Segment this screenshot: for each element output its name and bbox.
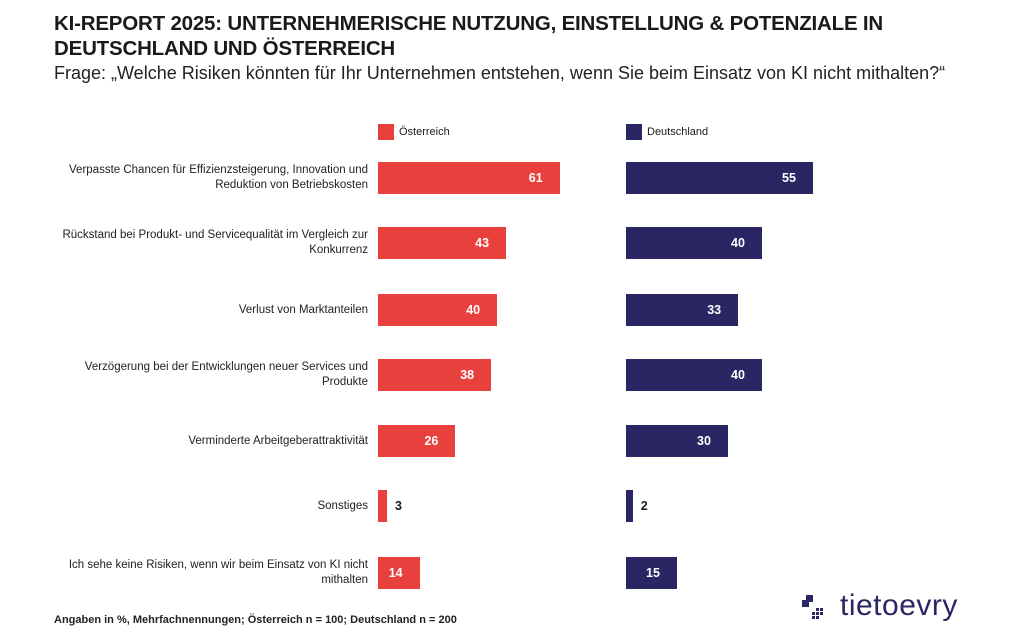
data-label: 43 bbox=[475, 236, 490, 250]
data-label: 15 bbox=[646, 566, 660, 580]
bar-oesterreich bbox=[378, 294, 498, 326]
bar-oesterreich bbox=[378, 425, 456, 457]
data-label: 26 bbox=[424, 434, 439, 448]
legend-oesterreich: Österreich bbox=[378, 124, 450, 140]
data-label: 55 bbox=[782, 171, 796, 185]
bar-deutschland bbox=[626, 557, 677, 589]
legend-label: Österreich bbox=[399, 126, 450, 138]
tietoevry-logo: tietoevry bbox=[802, 591, 958, 621]
category-label: Sonstiges bbox=[317, 499, 368, 512]
category-label: Verlust von Marktanteilen bbox=[238, 303, 368, 316]
data-label: 40 bbox=[731, 368, 745, 382]
category-label: Verpasste Chancen für Effizienzsteigerun… bbox=[69, 164, 368, 191]
bar-deutschland bbox=[626, 294, 739, 326]
data-label: 2 bbox=[640, 499, 648, 513]
bar-oesterreich bbox=[378, 359, 492, 391]
bar-oesterreich bbox=[378, 490, 387, 522]
bar-deutschland bbox=[626, 425, 728, 457]
data-label: 33 bbox=[707, 303, 722, 317]
bar-deutschland bbox=[626, 359, 762, 391]
footnote: Angaben in %, Mehrfachnennungen; Österre… bbox=[54, 614, 457, 626]
bar-deutschland bbox=[626, 227, 762, 259]
chart-subtitle: Frage: „Welche Risiken könnten für Ihr U… bbox=[54, 63, 946, 83]
category-label: Rückstand bei Produkt- und Servicequalit… bbox=[62, 229, 368, 256]
legend-label: Deutschland bbox=[647, 126, 709, 138]
bar-oesterreich bbox=[378, 557, 420, 589]
bar-deutschland bbox=[626, 162, 813, 194]
chart-title: KI-REPORT 2025: UNTERNEHMERISCHE NUTZUNG… bbox=[54, 12, 884, 60]
data-label: 38 bbox=[460, 368, 475, 382]
data-label: 61 bbox=[528, 171, 543, 185]
data-label: 40 bbox=[466, 303, 481, 317]
bar-oesterreich bbox=[378, 227, 507, 259]
data-label: 14 bbox=[388, 566, 403, 580]
bar-deutschland bbox=[626, 490, 633, 522]
category-label: Verminderte Arbeitgeberattraktivität bbox=[188, 434, 368, 447]
logo-text: tietoevry bbox=[840, 589, 958, 622]
data-label: 30 bbox=[697, 434, 711, 448]
logo-mark-icon bbox=[802, 595, 823, 619]
bar-oesterreich bbox=[378, 162, 560, 194]
category-label: Ich sehe keine Risiken, wenn wir beim Ei… bbox=[68, 559, 368, 586]
legend-swatch bbox=[626, 124, 642, 140]
data-label: 3 bbox=[394, 499, 402, 513]
legend-deutschland: Deutschland bbox=[626, 124, 708, 140]
data-label: 40 bbox=[731, 236, 745, 250]
category-label: Verzögerung bei der Entwicklungen neuer … bbox=[84, 361, 368, 388]
legend-swatch bbox=[378, 124, 394, 140]
